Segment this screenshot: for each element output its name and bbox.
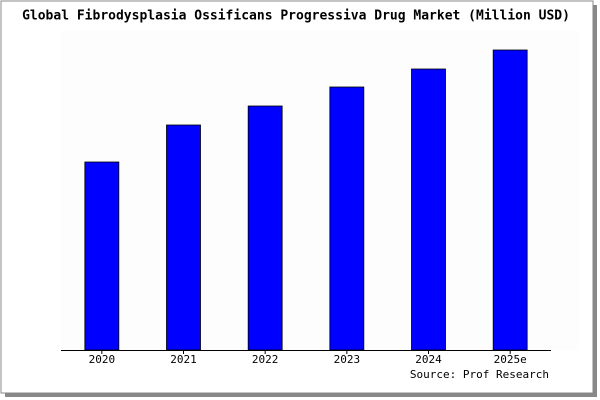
bar	[411, 68, 446, 351]
x-tick-label: 2024	[415, 353, 442, 366]
bar	[84, 161, 120, 351]
bar	[247, 105, 283, 351]
bar	[166, 124, 201, 351]
chart-body: Global Fibrodysplasia Ossificans Progres…	[22, 9, 579, 381]
x-tick-label: 2021	[170, 353, 197, 366]
bar	[329, 86, 365, 351]
chart-title: Global Fibrodysplasia Ossificans Progres…	[22, 9, 570, 24]
x-tick-label: 2022	[252, 353, 279, 366]
source-note: Source: Prof Research	[410, 368, 549, 381]
plot-area	[61, 30, 579, 350]
bar	[492, 49, 528, 351]
x-tick-label: 2025e	[494, 353, 527, 366]
x-tick-label: 2023	[334, 353, 361, 366]
x-tick-label: 2020	[89, 353, 116, 366]
